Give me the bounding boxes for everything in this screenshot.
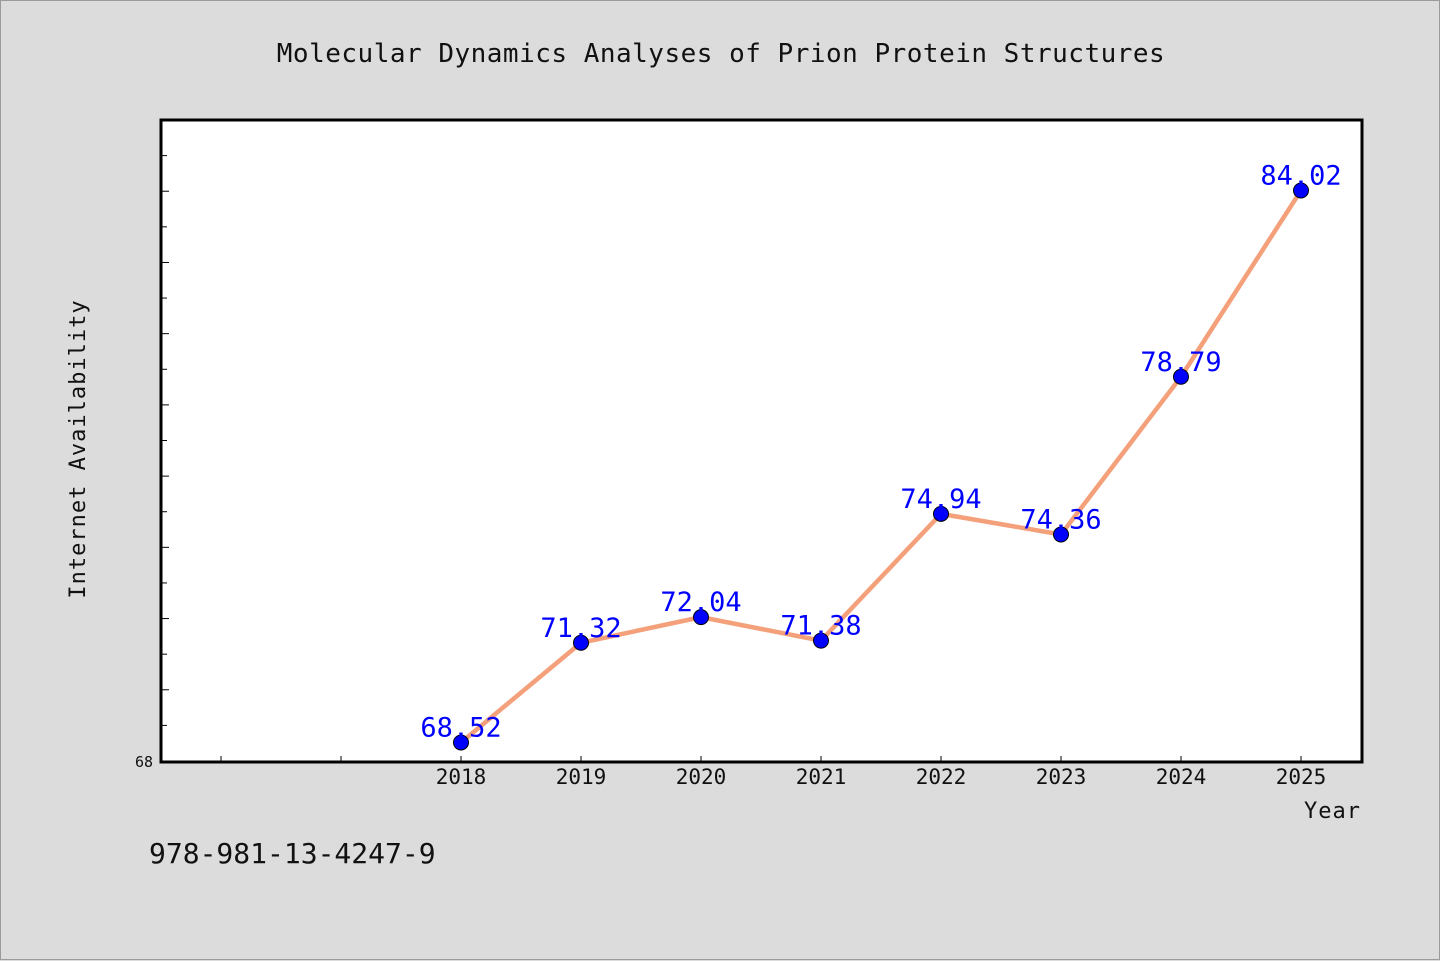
data-label: 72.04 bbox=[660, 587, 741, 618]
data-point bbox=[1173, 368, 1189, 385]
data-label: 78.79 bbox=[1140, 347, 1221, 378]
x-axis-ticks bbox=[220, 756, 1302, 761]
data-point bbox=[1293, 182, 1309, 199]
data-label: 71.32 bbox=[540, 613, 621, 644]
x-tick-label: 2024 bbox=[1156, 765, 1207, 789]
data-label: 68.52 bbox=[420, 712, 501, 743]
data-label: 74.36 bbox=[1020, 505, 1101, 536]
data-labels: 68.52 71.32 72.04 71.38 74.94 74.36 78.79 84.02 bbox=[420, 161, 1341, 744]
x-tick-label: 2019 bbox=[556, 765, 607, 789]
x-tick-label: 2025 bbox=[1276, 765, 1327, 789]
data-point bbox=[813, 632, 829, 649]
x-tick-label: 2021 bbox=[796, 765, 847, 789]
data-label: 71.38 bbox=[780, 611, 861, 642]
y-axis-ticks bbox=[161, 155, 169, 726]
data-point bbox=[693, 609, 709, 626]
series-line bbox=[459, 189, 1303, 745]
data-label: 74.94 bbox=[900, 484, 981, 515]
x-tick-label: 2018 bbox=[436, 765, 487, 789]
data-point bbox=[1053, 526, 1069, 543]
isbn-text: 978-981-13-4247-9 bbox=[149, 837, 436, 870]
y-axis-label: Internet Availability bbox=[66, 299, 91, 598]
y-tick-label-min: 68 bbox=[135, 753, 153, 771]
data-point bbox=[573, 634, 589, 651]
data-point bbox=[453, 734, 469, 751]
x-tick-label: 2020 bbox=[676, 765, 727, 789]
x-axis-tick-labels: 2018 2019 2020 2021 2022 2023 2024 2025 bbox=[436, 765, 1327, 789]
x-tick-label: 2023 bbox=[1036, 765, 1087, 789]
data-label: 84.02 bbox=[1260, 161, 1341, 192]
plot-area bbox=[159, 118, 1364, 764]
x-axis-label: Year bbox=[1304, 799, 1361, 824]
chart-title: Molecular Dynamics Analyses of Prion Pro… bbox=[277, 39, 1165, 69]
x-tick-label: 2022 bbox=[916, 765, 967, 789]
data-markers bbox=[453, 182, 1309, 751]
data-point bbox=[933, 505, 949, 522]
